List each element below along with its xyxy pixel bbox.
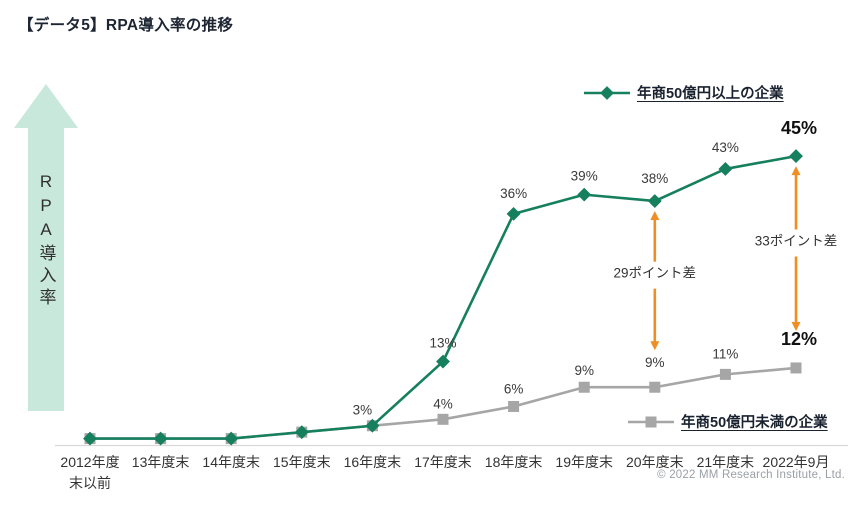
page-title: 【データ5】RPA導入率の推移 xyxy=(18,17,234,34)
x-tick-label: 18年度末 xyxy=(485,454,543,470)
x-tick-label: 2012年度末以前 xyxy=(60,454,119,491)
data-point-diamond xyxy=(577,187,592,202)
legend-large-companies-marker-icon xyxy=(584,85,630,100)
x-tick-label: 17年度末 xyxy=(414,454,472,470)
legend-small-companies-label: 年商50億円未満の企業 xyxy=(681,415,828,431)
gap-annotation: 33ポイント差 xyxy=(755,166,838,331)
arrow-down-icon xyxy=(791,321,801,331)
arrow-down-icon xyxy=(650,341,660,351)
x-tick-label: 19年度末 xyxy=(555,454,613,470)
data-label: 6% xyxy=(504,381,524,396)
x-tick-label: 15年度末 xyxy=(273,454,331,470)
x-tick-label: 13年度末 xyxy=(132,454,190,470)
x-tick-label: 2022年9月 xyxy=(763,454,830,470)
legend-large-companies-label: 年商50億円以上の企業 xyxy=(637,86,784,102)
data-point-diamond xyxy=(789,149,803,164)
data-label: 45% xyxy=(781,118,817,138)
data-point-diamond xyxy=(224,431,239,446)
data-point-diamond xyxy=(718,162,733,176)
y-axis-label: RPA導入率 xyxy=(36,172,56,310)
data-label: 9% xyxy=(645,355,665,370)
data-label: 12% xyxy=(781,329,817,349)
data-label: 43% xyxy=(712,140,739,155)
legend-small-companies: 年商50億円未満の企業 xyxy=(628,411,828,432)
data-point-square xyxy=(437,413,449,425)
x-tick-label: 20年度末 xyxy=(626,454,684,470)
x-tick-label: 14年度末 xyxy=(202,454,260,470)
data-label: 9% xyxy=(574,363,594,378)
arrow-up-icon xyxy=(650,211,660,221)
data-label: 4% xyxy=(433,396,453,411)
data-point-diamond xyxy=(365,418,380,433)
data-label: 38% xyxy=(641,171,668,186)
data-point-diamond xyxy=(506,206,521,221)
legend-small-companies-marker-icon xyxy=(628,416,674,427)
data-point-square xyxy=(578,381,590,393)
x-tick-label: 16年度末 xyxy=(344,454,402,470)
data-point-diamond xyxy=(83,431,97,446)
data-label: 11% xyxy=(712,346,738,361)
legend-large-companies: 年商50億円以上の企業 xyxy=(584,82,784,103)
data-label: 3% xyxy=(353,403,373,418)
data-point-diamond xyxy=(153,431,168,446)
gap-annotation: 29ポイント差 xyxy=(614,211,697,351)
y-axis-arrow-shaft xyxy=(28,128,64,411)
arrow-up-icon xyxy=(791,166,801,176)
y-axis-arrow: RPA導入率 xyxy=(14,84,78,412)
data-point-square xyxy=(790,362,802,374)
gap-annotation-label: 29ポイント差 xyxy=(614,266,697,281)
data-point-diamond xyxy=(294,425,309,440)
data-point-square xyxy=(649,381,661,393)
data-point-diamond xyxy=(436,354,450,369)
data-point-diamond xyxy=(647,194,662,208)
data-label: 13% xyxy=(429,336,456,351)
x-tick-label: 21年度末 xyxy=(697,454,755,470)
data-label: 39% xyxy=(571,169,598,184)
data-point-square xyxy=(508,400,520,412)
gap-annotation-label: 33ポイント差 xyxy=(755,234,838,249)
copyright-text: © 2022 MM Research Institute, Ltd. xyxy=(657,469,845,481)
y-axis-arrow-head-icon xyxy=(14,84,78,128)
data-label: 36% xyxy=(500,186,527,201)
data-point-square xyxy=(719,368,731,380)
